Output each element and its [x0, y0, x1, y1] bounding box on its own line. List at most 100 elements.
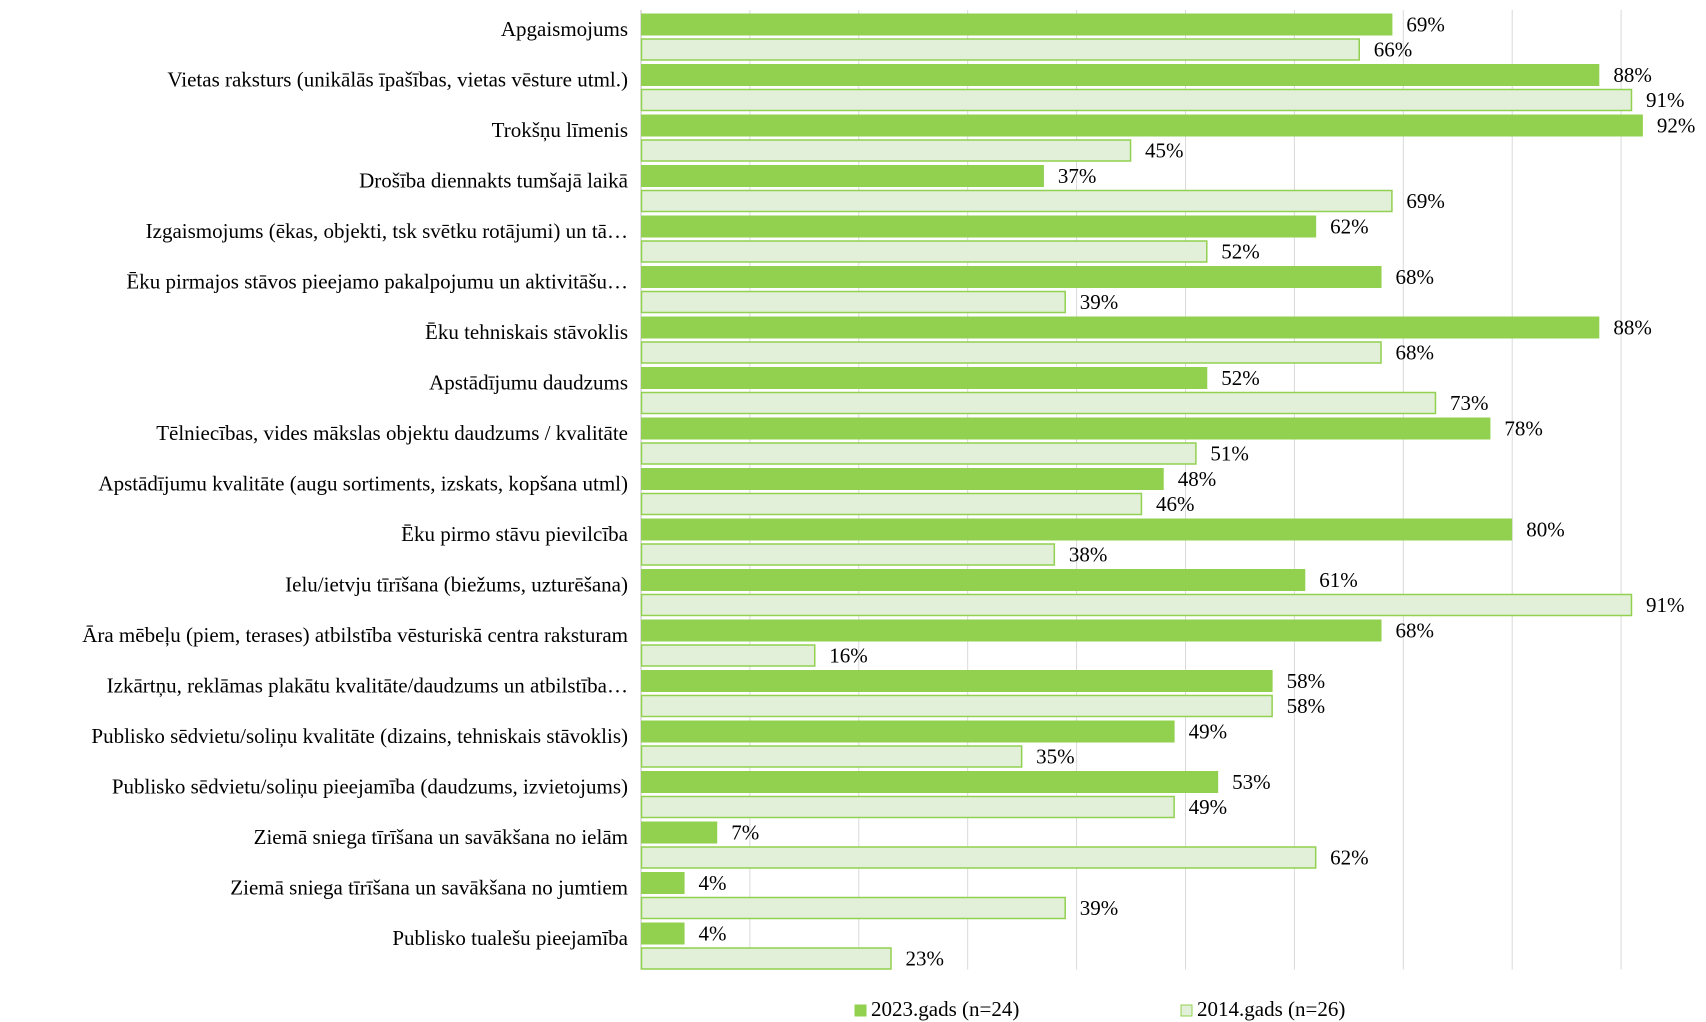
data-label: 39%	[1080, 896, 1119, 920]
data-label: 46%	[1156, 492, 1195, 516]
value-labels: 69%66%88%91%92%45%37%69%62%52%68%39%88%6…	[699, 13, 1696, 971]
bar-2023	[641, 922, 685, 945]
data-label: 66%	[1374, 38, 1413, 62]
bar-2014	[640, 391, 1437, 415]
bar-2023	[641, 569, 1306, 591]
data-label: 91%	[1646, 88, 1685, 112]
data-label: 35%	[1036, 745, 1075, 769]
legend-label-2014: 2014.gads (n=26)	[1197, 997, 1345, 1021]
data-label: 53%	[1232, 770, 1271, 794]
legend-swatch-2014	[1180, 1004, 1193, 1017]
data-label: 68%	[1396, 341, 1435, 365]
bar-2023	[641, 165, 1044, 187]
data-label: 91%	[1646, 593, 1685, 617]
category-label: Trokšņu līmenis	[492, 118, 628, 142]
bar-2014	[640, 189, 1393, 213]
data-label: 73%	[1450, 391, 1489, 415]
bar-2014	[640, 240, 1208, 263]
bar-2023	[641, 771, 1219, 793]
legend: 2023.gads (n=24) 2014.gads (n=26)	[854, 997, 1345, 1021]
data-label: 88%	[1613, 63, 1652, 87]
data-label: 58%	[1287, 694, 1326, 718]
category-label: Izgaismojums (ēkas, objekti, tsk svētku …	[146, 219, 628, 243]
data-label: 49%	[1189, 720, 1228, 744]
data-label: 49%	[1189, 795, 1228, 819]
data-label: 52%	[1221, 366, 1260, 390]
data-label: 58%	[1287, 669, 1326, 693]
bar-2014	[640, 644, 816, 667]
bar-2014	[640, 38, 1360, 61]
category-label: Āra mēbeļu (piem, terases) atbilstība vē…	[82, 623, 628, 647]
data-label: 4%	[699, 871, 727, 895]
data-label: 51%	[1210, 442, 1249, 466]
data-label: 62%	[1330, 846, 1369, 870]
bar-2014	[640, 88, 1633, 112]
bar-2014	[640, 442, 1197, 465]
category-label: Drošība diennakts tumšajā laikā	[359, 169, 629, 193]
category-label: Publisko sēdvietu/soliņu pieejamība (dau…	[112, 775, 628, 799]
category-label: Ēku tehniskais stāvoklis	[425, 320, 628, 344]
category-label: Publisko tualešu pieejamība	[392, 926, 628, 950]
bar-2014	[640, 593, 1633, 617]
data-label: 48%	[1178, 467, 1217, 491]
category-label: Apstādījumu kvalitāte (augu sortiments, …	[98, 472, 628, 496]
data-label: 69%	[1406, 189, 1445, 213]
bar-2014	[640, 846, 1317, 869]
data-label: 4%	[699, 922, 727, 946]
bar-2023	[641, 720, 1175, 743]
data-label: 68%	[1396, 619, 1435, 643]
bar-2023	[641, 367, 1208, 389]
data-label: 39%	[1080, 290, 1119, 314]
category-label: Izkārtņu, reklāmas plakātu kvalitāte/dau…	[107, 674, 628, 698]
bar-2023	[641, 266, 1382, 288]
bar-2023	[641, 619, 1382, 642]
legend-swatch-2023	[854, 1004, 867, 1017]
bar-2023	[641, 670, 1273, 692]
data-label: 45%	[1145, 139, 1184, 163]
data-label: 68%	[1396, 265, 1435, 289]
data-label: 38%	[1069, 543, 1108, 567]
bar-2014	[640, 492, 1143, 516]
bar-2023	[641, 114, 1643, 137]
bar-2023	[641, 64, 1600, 86]
bar-2023	[641, 13, 1393, 36]
category-label: Ziemā sniega tīrīšana un savākšana no ie…	[254, 825, 628, 849]
data-label: 78%	[1504, 417, 1543, 441]
data-label: 61%	[1319, 568, 1358, 592]
bar-2014	[640, 947, 892, 970]
category-label: Vietas raksturs (unikālās īpašības, viet…	[167, 68, 628, 92]
category-label: Ēku pirmajos stāvos pieejamo pakalpojumu…	[126, 270, 628, 294]
bars	[640, 13, 1643, 970]
data-label: 52%	[1221, 240, 1260, 264]
category-label: Apgaismojums	[501, 17, 628, 41]
data-label: 80%	[1526, 518, 1565, 542]
bar-2023	[641, 417, 1491, 440]
bar-2014	[640, 139, 1132, 162]
category-label: Ziemā sniega tīrīšana un savākšana no ju…	[230, 876, 628, 900]
data-label: 16%	[829, 644, 868, 668]
data-label: 37%	[1058, 164, 1097, 188]
bar-2014	[640, 341, 1382, 364]
bar-2014	[640, 745, 1023, 768]
data-label: 62%	[1330, 215, 1369, 239]
bar-2014	[640, 795, 1175, 819]
data-label: 23%	[905, 947, 944, 971]
category-label: Publisko sēdvietu/soliņu kvalitāte (diza…	[91, 724, 628, 748]
category-label: Tēlniecības, vides mākslas objektu daudz…	[156, 421, 628, 445]
category-label: Apstādījumu daudzums	[429, 371, 628, 395]
bar-2014	[640, 543, 1056, 566]
category-labels: Apgaismojums Vietas raksturs (unikālās īp…	[82, 17, 628, 950]
data-label: 7%	[731, 821, 759, 845]
bar-2023	[641, 316, 1600, 339]
data-label: 92%	[1657, 114, 1696, 138]
bar-2023	[641, 518, 1513, 541]
bar-2023	[641, 215, 1317, 238]
bar-2014	[640, 290, 1066, 314]
category-label: Ēku pirmo stāvu pievilcība	[401, 522, 629, 546]
category-label: Ielu/ietvju tīrīšana (biežums, uzturēšan…	[285, 573, 628, 597]
bar-2023	[641, 872, 685, 894]
bar-2023	[641, 468, 1164, 490]
bar-2014	[640, 694, 1273, 718]
data-label: 69%	[1406, 13, 1445, 37]
